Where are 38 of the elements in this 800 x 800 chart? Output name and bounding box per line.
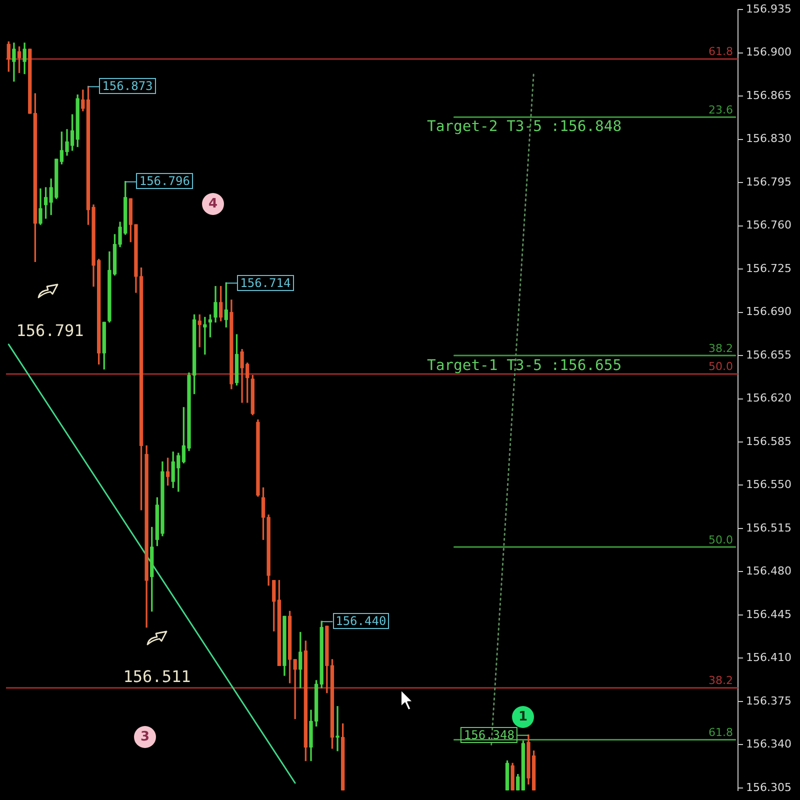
y-tick-label: 156.515 — [746, 521, 792, 534]
y-tick-label: 156.935 — [746, 2, 792, 16]
y-tick-label: 156.865 — [746, 88, 792, 102]
annotation: Target-1 T3-5 :156.655 — [427, 356, 622, 374]
y-tick-label: 156.410 — [746, 651, 792, 664]
y-tick-label: 156.725 — [746, 262, 792, 275]
y-tick-label: 156.480 — [746, 564, 792, 578]
annotation: 156.873 — [99, 78, 156, 94]
y-tick-label: 156.305 — [746, 780, 792, 794]
annotation: 156.348 — [460, 726, 518, 743]
annotation: 61.8 — [708, 45, 733, 58]
y-tick-label: 156.375 — [746, 694, 792, 708]
y-tick-label: 156.620 — [746, 392, 792, 405]
annotation: 156.440 — [332, 613, 390, 630]
y-tick-label: 156.900 — [746, 46, 792, 59]
y-tick-label: 156.340 — [746, 738, 792, 751]
series-label: 38.2 — [708, 342, 733, 355]
y-tick-label: 156.445 — [746, 608, 792, 621]
annotation: 38.2 — [708, 674, 733, 687]
y-tick-label: 156.550 — [746, 478, 792, 492]
y-tick-label: 156.830 — [746, 132, 792, 146]
y-tick-label: 156.690 — [746, 305, 792, 318]
series-label: 50.0 — [708, 533, 733, 546]
annotation: 3 — [140, 730, 150, 744]
y-tick-label: 156.585 — [746, 434, 792, 448]
annotation: 4 — [208, 196, 218, 212]
annotation: Target-2 T3-5 :156.848 — [427, 118, 622, 136]
annotation: 156.714 — [237, 274, 294, 291]
annotation: 156.796 — [136, 173, 193, 190]
series-label: 61.8 — [708, 726, 733, 740]
y-tick-label: 156.760 — [746, 218, 792, 232]
y-tick-label: 156.655 — [746, 348, 792, 362]
annotation: 156.511 — [123, 667, 191, 686]
y-tick-label: 156.795 — [746, 175, 792, 188]
annotation: 50.0 — [708, 360, 733, 374]
annotation: 156.791 — [16, 321, 84, 340]
series-label: 23.6 — [708, 103, 733, 116]
annotation: 1 — [518, 710, 528, 724]
